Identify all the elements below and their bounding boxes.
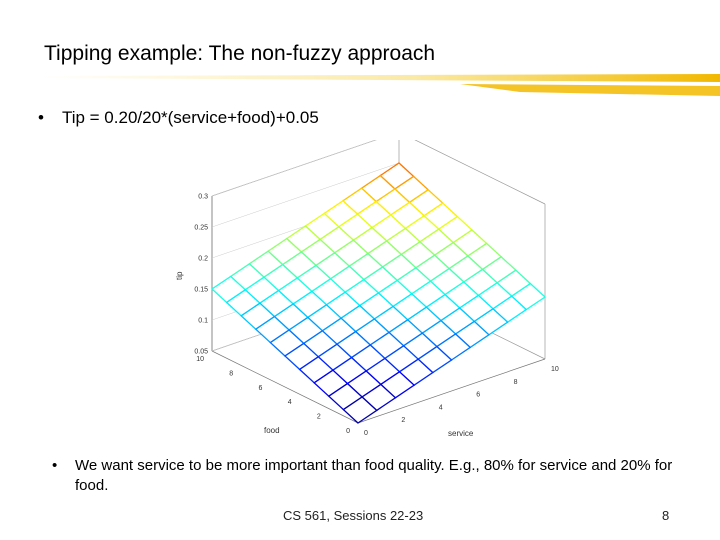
formula-text: Tip = 0.20/20*(service+food)+0.05 <box>61 108 319 127</box>
page-number: 8 <box>662 508 670 523</box>
food-tick-label: 0 <box>346 428 350 435</box>
bullet-formula: • Tip = 0.20/20*(service+food)+0.05 <box>38 108 319 128</box>
axis-line <box>357 358 546 424</box>
footer-text: CS 561, Sessions 22-23 <box>283 508 424 523</box>
surface-plot: 0.05 0.1 0.15 0.2 0.25 0.3 0 2 4 6 8 10 0 2 4 6 8 10 tip se… <box>175 140 559 439</box>
food-tick-label: 6 <box>258 385 262 392</box>
service-axis-label: service <box>448 429 474 438</box>
bullet-text: We want service to be more important tha… <box>75 457 673 494</box>
tip-surface <box>210 162 547 424</box>
surface-cell <box>342 396 378 424</box>
bullet-marker: • <box>38 108 44 127</box>
z-tick-label: 0.25 <box>194 225 208 232</box>
service-tick-label: 6 <box>476 392 480 399</box>
service-tick-label: 2 <box>401 417 405 424</box>
food-tick-label: 10 <box>196 356 204 363</box>
box-edge <box>414 140 546 205</box>
service-tick-label: 0 <box>364 430 368 437</box>
z-tick-label: 0.2 <box>198 256 208 263</box>
z-tick-label: 0.15 <box>194 287 208 294</box>
food-axis-label: food <box>264 426 280 435</box>
title-underline-decoration <box>40 74 720 96</box>
z-tick-label: 0.1 <box>198 318 208 325</box>
z-gridline <box>211 162 400 228</box>
service-tick-label: 4 <box>439 404 443 411</box>
plot-labels: 0.05 0.1 0.15 0.2 0.25 0.3 0 2 4 6 8 10 0 2 4 6 8 10 tip se… <box>175 194 559 439</box>
food-tick-label: 2 <box>317 414 321 421</box>
bullet-marker: • <box>52 457 58 474</box>
food-tick-label: 8 <box>229 370 233 377</box>
slide-title: Tipping example: The non-fuzzy approach <box>44 42 436 65</box>
z-gridline <box>211 140 377 197</box>
service-tick-label: 8 <box>514 379 518 386</box>
food-tick-label: 4 <box>288 399 292 406</box>
z-axis-label: tip <box>175 271 184 280</box>
axis-line <box>211 350 359 424</box>
z-tick-label: 0.3 <box>198 194 208 201</box>
service-tick-label: 10 <box>551 366 559 373</box>
z-tick-label: 0.05 <box>194 349 208 356</box>
